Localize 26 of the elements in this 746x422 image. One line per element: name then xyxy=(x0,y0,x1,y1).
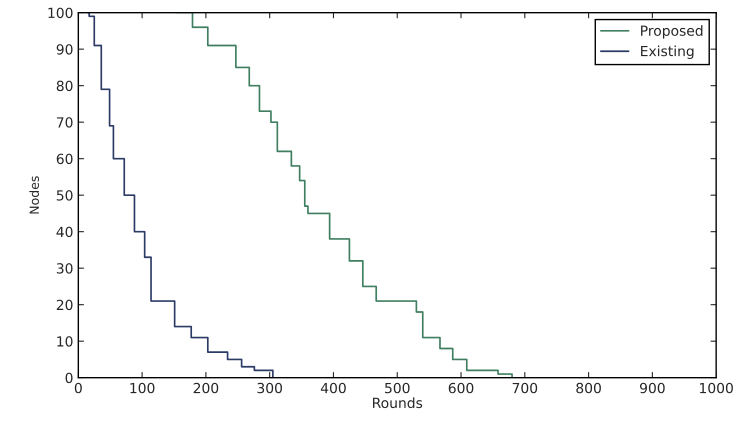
x-tick-label: 500 xyxy=(385,382,410,394)
legend-label: Proposed xyxy=(641,25,702,39)
y-tick-label: 0 xyxy=(66,372,73,384)
y-tick-label: 20 xyxy=(56,300,73,310)
x-tick-label: 1000 xyxy=(700,382,733,394)
y-tick-label: 60 xyxy=(56,154,73,164)
y-tick-label: 100 xyxy=(48,8,73,18)
y-tick-label: 30 xyxy=(56,263,73,274)
x-tick-label: 100 xyxy=(130,382,154,394)
y-tick-label: 90 xyxy=(56,44,73,55)
y-tick-label: 80 xyxy=(56,80,73,92)
x-tick-label: 900 xyxy=(640,382,665,394)
x-tick-label: 800 xyxy=(576,382,601,394)
legend-label: Existing xyxy=(641,46,694,59)
y-tick-label: 70 xyxy=(56,117,73,128)
y-axis-title: Nodes xyxy=(29,176,39,214)
x-tick-label: 0 xyxy=(74,382,82,394)
x-tick-label: 400 xyxy=(320,382,346,394)
y-tick-label: 40 xyxy=(56,226,73,238)
y-tick-label: 10 xyxy=(57,336,73,347)
x-axis-title: Rounds xyxy=(373,397,422,408)
x-tick-label: 200 xyxy=(194,382,218,394)
x-tick-label: 300 xyxy=(257,382,282,394)
x-tick-label: 600 xyxy=(448,382,474,394)
y-tick-label: 50 xyxy=(56,190,73,201)
x-tick-label: 700 xyxy=(512,382,538,394)
